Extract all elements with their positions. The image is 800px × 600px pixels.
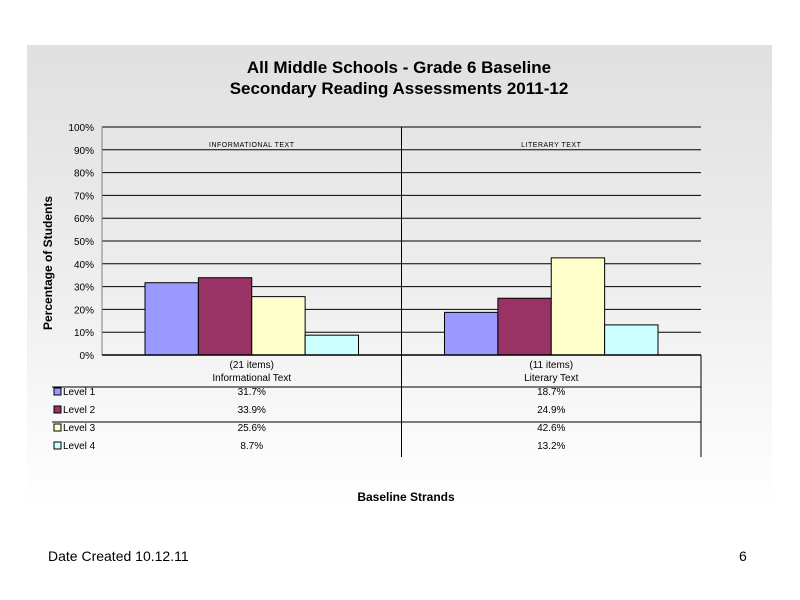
date-created: Date Created 10.12.11 xyxy=(48,548,189,564)
bar-level-4 xyxy=(304,334,359,356)
category-name-label: Informational Text xyxy=(212,373,291,384)
bar-level-2 xyxy=(497,297,552,356)
chart-title-line-2: Secondary Reading Assessments 2011-12 xyxy=(230,79,569,98)
data-label: 18.7% xyxy=(537,387,565,398)
data-label: 42.6% xyxy=(537,423,565,434)
legend-label: Level 3 xyxy=(63,423,96,434)
x-axis-title: Baseline Strands xyxy=(357,490,455,504)
legend-swatch xyxy=(53,423,62,432)
bar-level-3 xyxy=(251,296,306,356)
y-tick-label: 80% xyxy=(74,169,94,180)
legend-label: Level 2 xyxy=(63,405,96,416)
data-label: 13.2% xyxy=(537,441,565,452)
bar-level-4 xyxy=(604,324,659,356)
legend-label: Level 4 xyxy=(63,441,96,452)
chart-panel: All Middle Schools - Grade 6 Baseline Sec… xyxy=(27,45,772,507)
data-label: 33.9% xyxy=(238,405,266,416)
page-number: 6 xyxy=(739,548,747,564)
data-label: 25.6% xyxy=(238,423,266,434)
chart-title-line-1: All Middle Schools - Grade 6 Baseline xyxy=(247,58,551,77)
data-label: 31.7% xyxy=(238,387,266,398)
legend-swatch xyxy=(53,387,62,396)
legend-swatch xyxy=(53,441,62,450)
category-items-label: (21 items) xyxy=(230,360,274,371)
legend-swatch xyxy=(53,405,62,414)
y-tick-label: 90% xyxy=(74,146,94,157)
bar-level-3 xyxy=(550,257,606,356)
data-label: 8.7% xyxy=(240,441,263,452)
bar-chart: All Middle Schools - Grade 6 Baseline Sec… xyxy=(41,58,702,504)
y-tick-label: 20% xyxy=(74,305,94,316)
data-label: 24.9% xyxy=(537,405,565,416)
bar-level-2 xyxy=(197,277,253,356)
bar-level-1 xyxy=(444,311,499,356)
y-tick-label: 30% xyxy=(74,283,94,294)
y-axis-title: Percentage of Students xyxy=(41,196,55,330)
category-name-label: Literary Text xyxy=(524,373,579,384)
y-tick-label: 60% xyxy=(74,214,94,225)
y-tick-label: 10% xyxy=(74,328,94,339)
category-items-label: (11 items) xyxy=(529,360,573,371)
y-tick-label: 70% xyxy=(74,191,94,202)
category-tag: INFORMATIONAL TEXT xyxy=(209,142,295,149)
category-tag: LITERARY TEXT xyxy=(521,142,581,149)
y-tick-label: 100% xyxy=(68,123,94,134)
legend-label: Level 1 xyxy=(63,387,96,398)
y-tick-label: 50% xyxy=(74,237,94,248)
y-tick-label: 40% xyxy=(74,260,94,271)
y-tick-label: 0% xyxy=(80,351,95,362)
bar-level-1 xyxy=(144,282,199,356)
